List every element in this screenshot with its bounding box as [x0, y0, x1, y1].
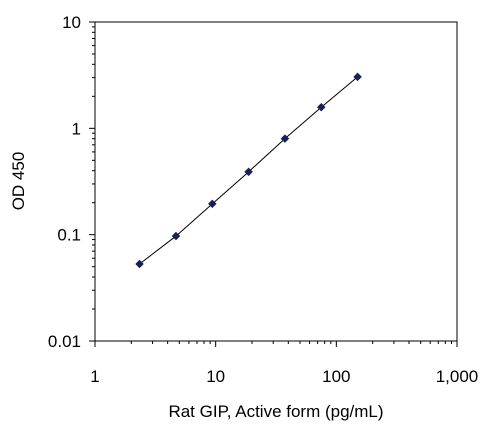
series-layer [135, 72, 362, 269]
x-tick-label: 10 [206, 367, 225, 386]
data-point [316, 102, 326, 112]
data-point [135, 259, 144, 269]
x-axis-label: Rat GIP, Active form (pg/mL) [168, 402, 383, 421]
plot-area [94, 21, 458, 342]
y-tick-label: 0.1 [57, 226, 81, 245]
x-axis-ticks: 1 10 100 1,000 [90, 341, 478, 386]
y-axis-label: OD 450 [9, 152, 28, 211]
data-point [171, 231, 181, 241]
data-point [207, 199, 217, 209]
data-point [244, 167, 253, 177]
data-point [353, 72, 362, 82]
y-tick-label: 10 [62, 13, 81, 32]
y-tick-label: 1 [72, 119, 81, 138]
y-tick-label: 0.01 [48, 332, 81, 351]
data-point [280, 134, 290, 143]
x-tick-label: 1,000 [436, 367, 479, 386]
x-tick-label: 1 [90, 367, 99, 386]
y-axis-ticks: 10 1 0.1 0.01 [48, 13, 95, 351]
x-tick-label: 100 [322, 367, 350, 386]
